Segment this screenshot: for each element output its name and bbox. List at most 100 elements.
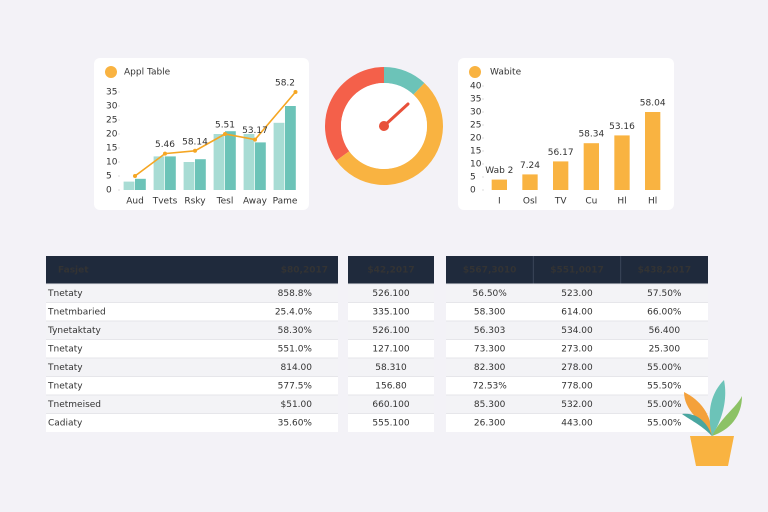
cell: 614.00	[561, 307, 593, 317]
header-cell: $80,2017	[281, 266, 328, 276]
cell: 26.300	[474, 418, 506, 428]
y-tick-label: 30	[106, 102, 118, 112]
y-tick-label: 5	[106, 172, 112, 182]
cell: 56.303	[474, 326, 506, 336]
x-tick-label: Away	[243, 197, 268, 207]
bar	[553, 161, 569, 190]
cell: 25.300	[649, 344, 681, 354]
cell: 534.00	[561, 326, 593, 336]
bar	[583, 143, 599, 190]
cell: Tnetaty	[47, 289, 83, 299]
cell: Tnetmbaried	[47, 307, 106, 317]
cell: 156.80	[375, 381, 407, 391]
bar	[123, 181, 135, 190]
header-cell: $438,2017	[638, 266, 692, 276]
y-tick-label: 25	[470, 121, 481, 131]
annotation: 5.51	[215, 121, 235, 131]
header-cell: $551,0017	[550, 266, 604, 276]
cell: 551.0%	[278, 344, 313, 354]
cell: 526.100	[372, 326, 409, 336]
table-header	[446, 256, 708, 284]
bar	[165, 156, 176, 190]
row-bg	[348, 395, 434, 414]
row-bg	[446, 321, 708, 340]
row-bg	[446, 284, 708, 303]
x-tick-label: TV	[554, 197, 567, 207]
bar	[273, 122, 285, 190]
y-tick-label: 10	[106, 158, 118, 168]
cell: 858.8%	[278, 289, 313, 299]
table-header	[46, 256, 338, 284]
annotation: 53.16	[609, 122, 635, 132]
row-bg	[46, 395, 338, 414]
cell: 72.53%	[473, 381, 508, 391]
cell: 577.5%	[278, 381, 313, 391]
y-tick-label: 15	[106, 144, 117, 154]
cell: 66.00%	[647, 307, 682, 317]
bar	[645, 112, 661, 190]
x-tick-label: Hl	[648, 197, 657, 207]
cell: 127.100	[372, 344, 409, 354]
cell: 35.60%	[278, 418, 313, 428]
bar	[153, 156, 165, 190]
cell: 58.310	[375, 363, 407, 373]
cell: 278.00	[561, 363, 593, 373]
icon	[469, 66, 481, 78]
point	[223, 132, 227, 136]
annotation: 58.14	[182, 137, 208, 147]
row-bg	[446, 358, 708, 377]
cell: Tnetaty	[47, 344, 83, 354]
x-tick-label: Hl	[617, 197, 626, 207]
chart-title: Appl Table	[124, 68, 171, 78]
bar	[225, 131, 236, 190]
annotation: Wab 2	[485, 166, 513, 176]
header-cell: Fasjet	[58, 266, 89, 276]
cell: Cadiaty	[48, 418, 83, 428]
point	[193, 148, 197, 153]
row-bg	[348, 321, 434, 340]
cell: 57.50%	[647, 289, 682, 299]
cell: 55.00%	[647, 418, 682, 428]
cell: 660.100	[372, 400, 409, 410]
y-tick-label: 35	[106, 88, 117, 98]
x-tick-label: Tvets	[152, 197, 178, 207]
cell: 443.00	[561, 418, 593, 428]
x-tick-label: Tesl	[216, 197, 234, 207]
cell: 526.100	[372, 289, 409, 299]
point	[293, 90, 298, 94]
bar	[285, 106, 296, 190]
bar	[183, 162, 195, 190]
cell: 55.50%	[647, 381, 682, 391]
cell: Tnetmeised	[47, 400, 101, 410]
y-tick-label: 10	[470, 160, 482, 170]
bar	[243, 134, 255, 190]
y-tick-label: 25	[106, 116, 117, 126]
cell: 523.00	[561, 289, 593, 299]
y-tick-label: 0	[106, 186, 112, 196]
x-tick-label: I	[498, 197, 501, 207]
needle-hub	[379, 121, 389, 131]
cell: 778.00	[561, 381, 593, 391]
row-bg	[348, 284, 434, 303]
x-tick-label: Osl	[523, 197, 537, 207]
annotation: 58.04	[640, 99, 666, 109]
gauge-segment	[384, 67, 425, 95]
cell: 85.300	[474, 400, 506, 410]
chart-title: Wabite	[490, 68, 522, 78]
table-header	[348, 256, 434, 284]
bar	[255, 142, 266, 190]
annotation: 58.2	[275, 79, 295, 89]
annotation: 5.46	[155, 140, 175, 150]
cell: 82.300	[474, 363, 506, 373]
cell: 55.00%	[647, 363, 682, 373]
annotation: 56.17	[548, 148, 574, 158]
x-tick-label: Cu	[585, 197, 597, 207]
plant	[682, 380, 742, 466]
bar	[522, 174, 538, 190]
gauge-segment	[325, 67, 384, 161]
annotation: 53.17	[242, 126, 268, 136]
bar	[195, 159, 206, 190]
header-cell: $42,2017	[367, 266, 414, 276]
cell: Tynetaktaty	[47, 326, 101, 336]
